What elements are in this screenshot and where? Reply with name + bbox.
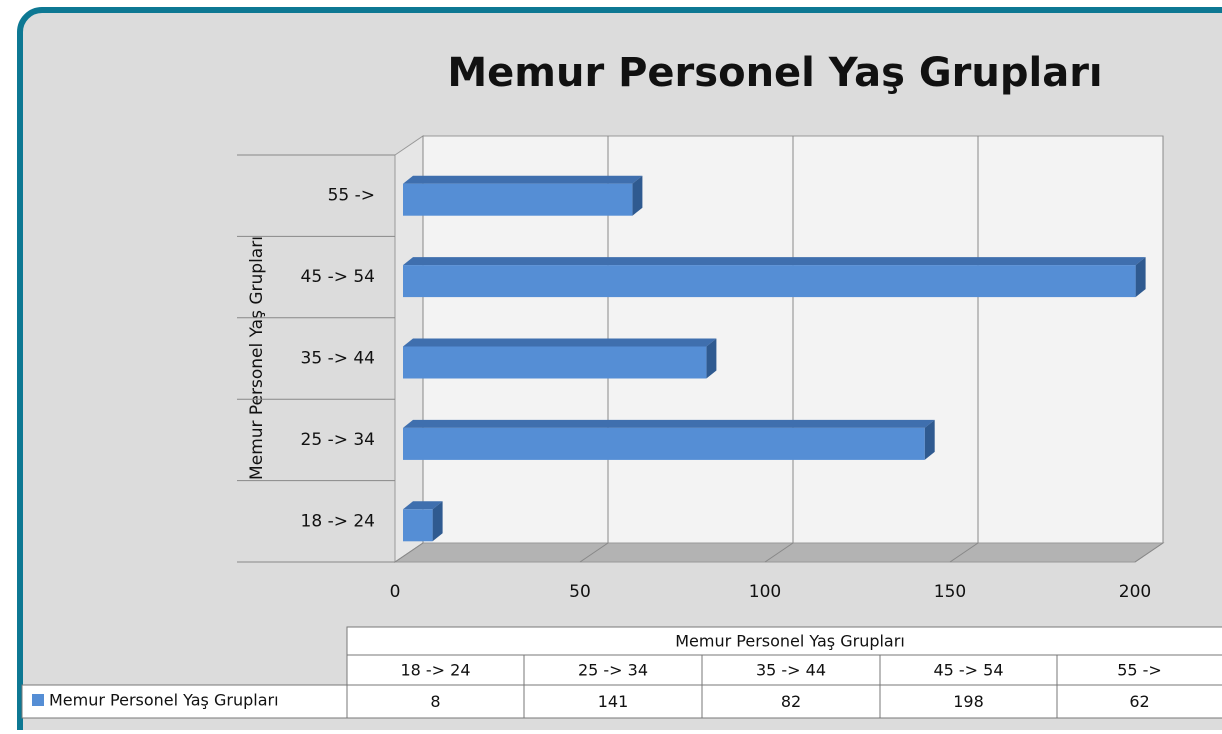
bar (403, 509, 433, 542)
table-cell (346, 654, 525, 686)
table-category: 18 -> 24 (400, 661, 470, 680)
table-header-cell (346, 626, 1222, 656)
floor-grid-line (764, 542, 794, 563)
chart-title: Memur Personel Yaş Grupları (447, 50, 1102, 96)
floor-grid-line (1134, 542, 1164, 563)
bar (403, 346, 707, 379)
table-category: 45 -> 54 (933, 661, 1003, 680)
x-tick-label: 0 (390, 582, 401, 602)
bar-side (632, 175, 643, 216)
bar-top (403, 338, 717, 347)
bar (403, 427, 925, 460)
table-cell (701, 654, 881, 686)
bar-side (924, 419, 935, 460)
table-cell (346, 684, 525, 719)
table-title: Memur Personel Yaş Grupları (675, 632, 905, 651)
bar-top (403, 419, 935, 428)
table-cell (879, 654, 1058, 686)
y-axis-label: Memur Personel Yaş Grupları (247, 236, 267, 480)
bar (403, 183, 633, 216)
table-cell (701, 684, 881, 719)
x-tick-label: 150 (934, 582, 966, 602)
table-category: 35 -> 44 (756, 661, 826, 680)
table-cell (523, 684, 703, 719)
bar-side (706, 338, 717, 379)
table-value: 8 (430, 692, 440, 711)
x-tick-label: 100 (749, 582, 781, 602)
floor-grid-line (579, 542, 609, 563)
floor-grid-line (949, 542, 979, 563)
x-tick-label: 200 (1119, 582, 1151, 602)
table-value: 141 (598, 692, 629, 711)
bar (403, 265, 1136, 298)
x-tick-label: 50 (569, 582, 591, 602)
legend-label: Memur Personel Yaş Grupları (49, 691, 279, 710)
table-category: 55 -> (1117, 661, 1162, 680)
y-tick-label: 35 -> 44 (301, 349, 375, 369)
bar-top (403, 501, 443, 510)
y-tick-label: 18 -> 24 (301, 511, 375, 531)
y-tick-label: 25 -> 34 (301, 430, 375, 450)
table-value: 82 (781, 692, 801, 711)
table-cell (1056, 654, 1222, 686)
table-category: 25 -> 34 (578, 661, 648, 680)
y-tick-label: 45 -> 54 (301, 267, 375, 287)
table-value: 198 (953, 692, 984, 711)
table-cell (879, 684, 1058, 719)
floor-grid-line (394, 542, 424, 563)
bar-top (403, 257, 1146, 266)
bar-side (1135, 257, 1146, 298)
bar-top (403, 175, 643, 184)
legend-key (32, 694, 44, 706)
bar-side (432, 501, 443, 542)
y-tick-label: 55 -> (328, 186, 375, 206)
table-legend-cell (21, 684, 348, 719)
table-value: 62 (1129, 692, 1149, 711)
table-cell (1056, 684, 1222, 719)
